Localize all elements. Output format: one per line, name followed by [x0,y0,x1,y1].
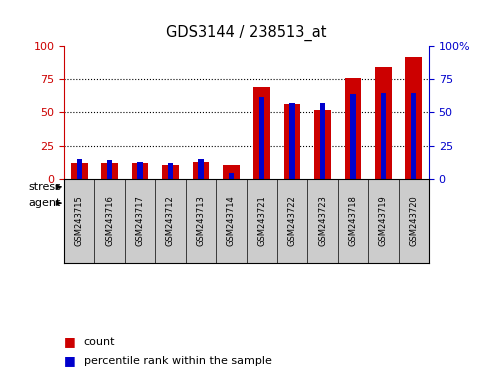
Text: GSM243719: GSM243719 [379,195,388,247]
Bar [102,163,118,179]
Bar [76,159,82,179]
Text: GSM243720: GSM243720 [409,195,418,247]
Text: vehicle: vehicle [272,198,312,208]
Text: count: count [84,337,115,347]
Bar [320,103,325,179]
Text: GSM243714: GSM243714 [227,195,236,247]
Bar [405,57,422,179]
Bar [64,196,155,210]
Bar [284,104,300,179]
Text: GSM243718: GSM243718 [349,195,357,247]
Bar [314,110,331,179]
Text: uninflamed: uninflamed [124,182,187,192]
Text: GSM243717: GSM243717 [136,195,144,247]
Text: ■: ■ [64,335,76,348]
Bar [229,174,234,179]
Bar [132,163,148,179]
Bar [155,196,246,210]
Bar [198,159,204,179]
Bar [381,93,386,179]
Bar [411,93,417,179]
Text: procyanidin: procyanidin [168,198,234,208]
Text: ■: ■ [64,354,76,367]
Text: GSM243715: GSM243715 [75,195,84,247]
Bar [246,196,338,210]
Text: GSM243721: GSM243721 [257,195,266,247]
Bar [259,96,264,179]
Bar [162,166,179,179]
Text: agent: agent [29,198,61,208]
Text: GDS3144 / 238513_at: GDS3144 / 238513_at [166,25,327,41]
Text: GSM243716: GSM243716 [105,195,114,247]
Bar [64,180,246,194]
Bar [193,162,209,179]
Text: inflamed: inflamed [313,182,362,192]
Text: stress: stress [28,182,61,192]
Bar [289,103,295,179]
Bar [223,166,240,179]
Text: vehicle: vehicle [90,198,130,208]
Text: GSM243712: GSM243712 [166,195,175,247]
Bar [168,163,173,179]
Bar [338,196,429,210]
Text: GSM243723: GSM243723 [318,195,327,247]
Text: GSM243713: GSM243713 [196,195,206,247]
Text: GSM243722: GSM243722 [287,195,297,247]
Bar [107,160,112,179]
Bar [246,180,429,194]
Bar [350,94,355,179]
Text: procyanidin: procyanidin [351,198,416,208]
Bar [138,162,143,179]
Bar [71,163,88,179]
Text: percentile rank within the sample: percentile rank within the sample [84,356,272,366]
Bar [253,87,270,179]
Bar [345,78,361,179]
Bar [375,67,391,179]
